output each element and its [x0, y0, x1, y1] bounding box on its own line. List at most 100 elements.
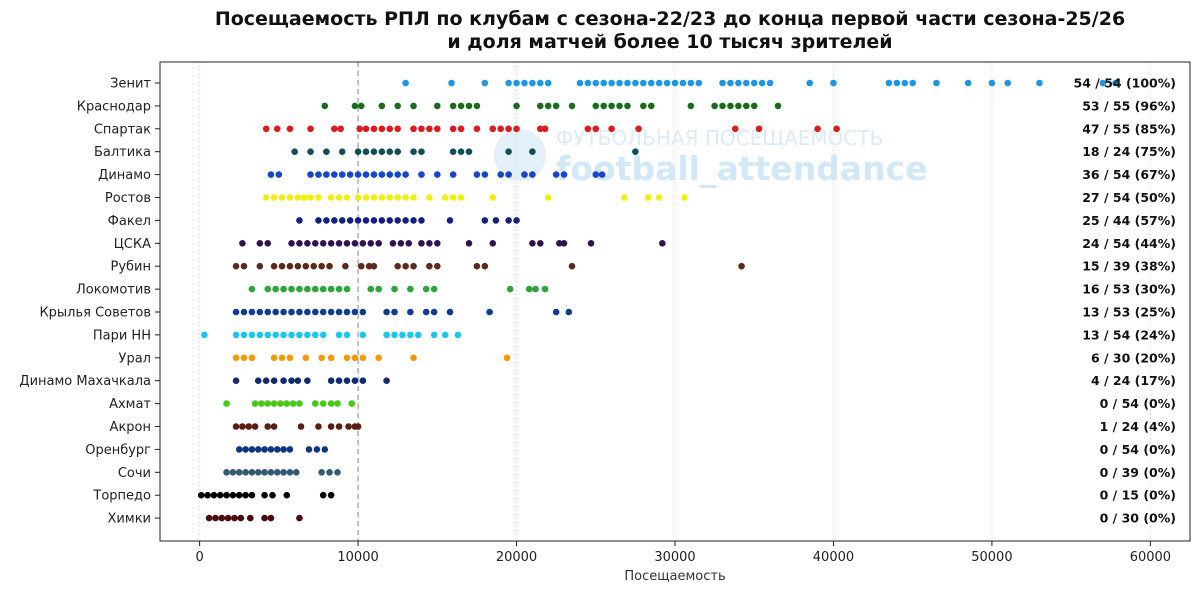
data-point	[354, 194, 362, 201]
data-point	[304, 308, 311, 316]
share-label: 25 / 44 (57%)	[1082, 213, 1176, 228]
data-point	[323, 148, 330, 155]
club-series	[262, 194, 688, 201]
data-point	[273, 446, 281, 453]
data-point	[354, 148, 362, 155]
data-point	[489, 125, 497, 133]
data-point	[624, 102, 631, 110]
x-tick-label: 0	[195, 550, 203, 565]
data-point	[296, 285, 303, 293]
data-point	[251, 400, 259, 407]
data-point	[525, 285, 533, 293]
data-point	[296, 217, 303, 224]
data-point	[434, 262, 441, 270]
data-point	[280, 377, 287, 385]
data-point	[541, 285, 549, 293]
data-point	[248, 469, 256, 476]
data-point	[378, 194, 386, 201]
data-point	[307, 125, 314, 133]
club-label: Ростов	[105, 191, 151, 206]
data-point	[311, 285, 319, 293]
data-point	[323, 171, 330, 178]
club-series	[291, 148, 639, 155]
data-point	[679, 79, 687, 87]
data-point	[286, 125, 294, 133]
data-point	[378, 148, 386, 155]
data-point	[288, 377, 295, 385]
data-point	[354, 423, 362, 430]
data-point	[503, 354, 511, 362]
data-point	[277, 400, 284, 407]
data-point	[343, 331, 351, 339]
data-point	[556, 240, 563, 247]
data-point	[378, 217, 386, 224]
data-point	[497, 171, 504, 178]
data-point	[232, 331, 240, 339]
data-point	[326, 262, 333, 270]
data-point	[356, 125, 363, 133]
data-point	[383, 308, 390, 316]
data-point	[239, 423, 246, 430]
club-series	[262, 125, 840, 133]
data-point	[351, 354, 359, 362]
data-point	[359, 308, 367, 316]
data-point	[600, 102, 607, 110]
data-point	[410, 354, 417, 362]
data-point	[647, 102, 655, 110]
share-label: 15 / 39 (38%)	[1082, 259, 1176, 274]
data-point	[659, 240, 666, 247]
club-label: Оренбург	[85, 443, 151, 458]
data-point	[270, 262, 278, 270]
data-point	[327, 194, 335, 201]
data-point	[331, 171, 338, 178]
data-point	[327, 491, 335, 499]
data-point	[240, 354, 248, 362]
data-point	[367, 240, 375, 247]
data-point	[326, 469, 333, 476]
share-label: 18 / 24 (75%)	[1082, 144, 1176, 159]
data-point	[616, 79, 623, 87]
data-point	[343, 354, 351, 362]
share-label: 0 / 30 (0%)	[1100, 511, 1176, 526]
data-point	[410, 102, 417, 110]
data-point	[343, 285, 351, 293]
data-point	[335, 423, 343, 430]
data-point	[319, 400, 327, 407]
data-point	[901, 79, 909, 87]
data-point	[367, 285, 375, 293]
data-point	[270, 377, 278, 385]
data-point	[386, 194, 394, 201]
data-point	[410, 125, 417, 133]
data-point	[389, 240, 397, 247]
data-point	[727, 102, 734, 110]
club-label: Крылья Советов	[39, 306, 151, 321]
data-point	[348, 400, 356, 407]
data-point	[640, 102, 647, 110]
data-point	[327, 423, 335, 430]
data-point	[426, 240, 433, 247]
club-series	[296, 217, 520, 224]
data-point	[407, 285, 414, 293]
share-label: 0 / 39 (0%)	[1100, 465, 1176, 480]
data-point	[240, 331, 248, 339]
data-point	[334, 469, 341, 476]
data-point	[541, 125, 549, 133]
data-point	[280, 285, 287, 293]
data-point	[201, 331, 208, 339]
data-point	[286, 469, 294, 476]
data-point	[359, 240, 367, 247]
data-point	[210, 491, 218, 499]
data-point	[655, 79, 663, 87]
data-point	[481, 171, 489, 178]
data-point	[248, 491, 256, 499]
data-point	[473, 102, 481, 110]
data-point	[552, 171, 560, 178]
club-label: Краснодар	[77, 99, 151, 114]
data-point	[280, 308, 287, 316]
data-point	[239, 240, 246, 247]
data-point	[378, 171, 386, 178]
data-point	[218, 514, 226, 522]
data-point	[335, 194, 343, 201]
data-point	[351, 308, 359, 316]
club-label: Акрон	[110, 420, 151, 435]
